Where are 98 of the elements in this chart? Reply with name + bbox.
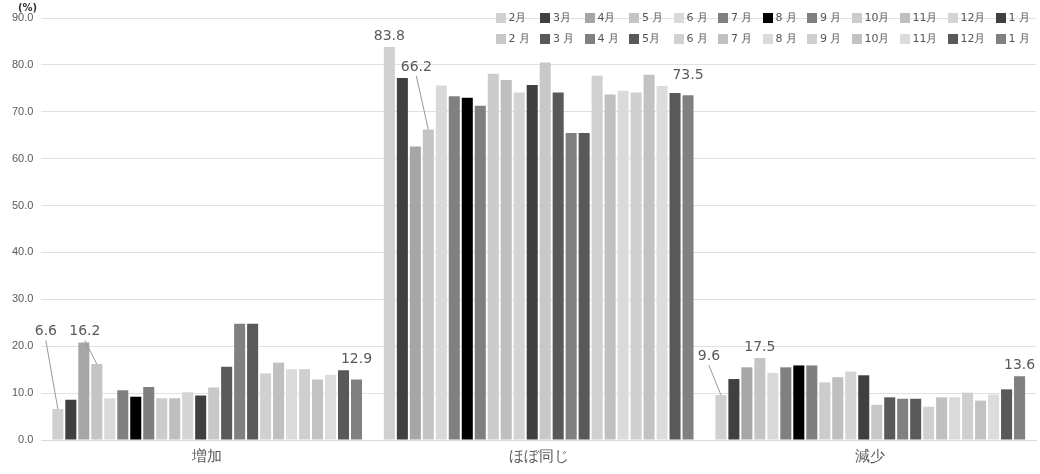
bar (143, 387, 155, 440)
data-label: 6.6 (34, 322, 58, 339)
bar (156, 398, 168, 440)
legend-label: 12月 (960, 31, 986, 46)
y-axis-title: (%) (18, 2, 38, 13)
legend-label: 9 月 (820, 31, 842, 46)
bar (897, 398, 909, 440)
legend-label: 11月 (912, 31, 938, 46)
y-tick-label: 30.0 (11, 292, 34, 305)
legend-label: 6 月 (686, 10, 708, 25)
bar (312, 379, 324, 440)
bar (669, 93, 681, 440)
y-tick-label: 10.0 (11, 386, 34, 399)
bar (643, 74, 655, 440)
bar (91, 364, 103, 440)
legend-label: 2月 (508, 10, 527, 25)
legend-label: 1 月 (1008, 10, 1030, 25)
bar (793, 365, 805, 440)
bar (604, 94, 616, 440)
bar (578, 132, 590, 440)
bar (130, 396, 142, 440)
bar (78, 342, 90, 440)
bar (350, 379, 363, 440)
y-tick-label: 40.0 (11, 245, 34, 258)
legend-label: 3 月 (553, 31, 575, 46)
bar (409, 146, 421, 440)
data-label: 9.6 (697, 346, 721, 363)
bar (871, 404, 883, 440)
bar (65, 399, 77, 440)
bar (526, 85, 538, 440)
bar (461, 97, 473, 440)
legend-label: 3月 (553, 10, 571, 25)
legend-label: 1 月 (1008, 31, 1030, 46)
y-tick-label: 0.0 (18, 433, 34, 446)
bar (474, 105, 486, 440)
x-tick-label: 増加 (191, 447, 223, 465)
x-tick-label: ほぼ同じ (508, 447, 569, 465)
y-tick-label: 70.0 (11, 104, 34, 117)
legend-label: 10月 (864, 10, 890, 25)
bar (552, 92, 564, 440)
legend-label: 7 月 (731, 31, 753, 46)
legend-label: 5月 (642, 31, 660, 46)
bar (247, 323, 259, 440)
bar (487, 73, 499, 440)
legend-label: 7 月 (731, 10, 753, 25)
bar (1001, 389, 1013, 440)
legend-label: 6 月 (686, 31, 708, 46)
bar (565, 132, 577, 440)
data-label: 12.9 (340, 349, 373, 366)
bar (221, 366, 233, 440)
data-label: 13.6 (1003, 355, 1036, 372)
bar (169, 398, 181, 440)
bar (806, 365, 818, 440)
x-tick-label: 減少 (855, 447, 886, 465)
y-tick-label: 20.0 (11, 339, 34, 352)
bar (117, 390, 129, 440)
legend-label: 4 月 (597, 31, 619, 46)
bar (780, 367, 792, 440)
legend-label: 9 月 (820, 10, 842, 25)
bar (741, 367, 753, 440)
bar (234, 323, 246, 440)
legend-label: 10月 (864, 31, 890, 46)
y-tick-label: 80.0 (11, 57, 34, 70)
y-tick-label: 60.0 (11, 151, 34, 164)
bar (819, 382, 831, 440)
bar (195, 395, 207, 440)
data-label: 66.2 (400, 57, 432, 74)
legend-label: 8 月 (775, 10, 797, 25)
bar (884, 397, 896, 440)
bar (858, 375, 870, 440)
bar (936, 397, 948, 440)
data-label: 83.8 (373, 26, 405, 43)
bar (422, 129, 434, 440)
bar (682, 95, 694, 440)
bar (396, 78, 408, 440)
legend-label: 8 月 (775, 31, 797, 46)
y-tick-label: 90.0 (11, 11, 34, 24)
bar (754, 357, 766, 440)
bar (208, 387, 220, 440)
y-tick-label: 50.0 (11, 198, 34, 211)
bar (448, 96, 460, 440)
bar (1014, 376, 1026, 440)
bar (910, 398, 922, 440)
bar (273, 362, 285, 440)
data-label: 17.5 (744, 337, 776, 354)
bar (500, 79, 512, 440)
bar (832, 377, 844, 440)
bar (975, 400, 987, 440)
legend-label: 11月 (912, 10, 938, 25)
data-label: 16.2 (69, 322, 101, 339)
legend-label: 2 月 (508, 31, 530, 46)
legend-label: 12月 (960, 10, 986, 25)
legend-label: 4月 (597, 10, 616, 25)
legend-label: 5 月 (642, 10, 664, 25)
bar (338, 370, 350, 440)
bar (728, 379, 740, 440)
data-label: 73.5 (672, 65, 704, 82)
bar (539, 62, 551, 440)
